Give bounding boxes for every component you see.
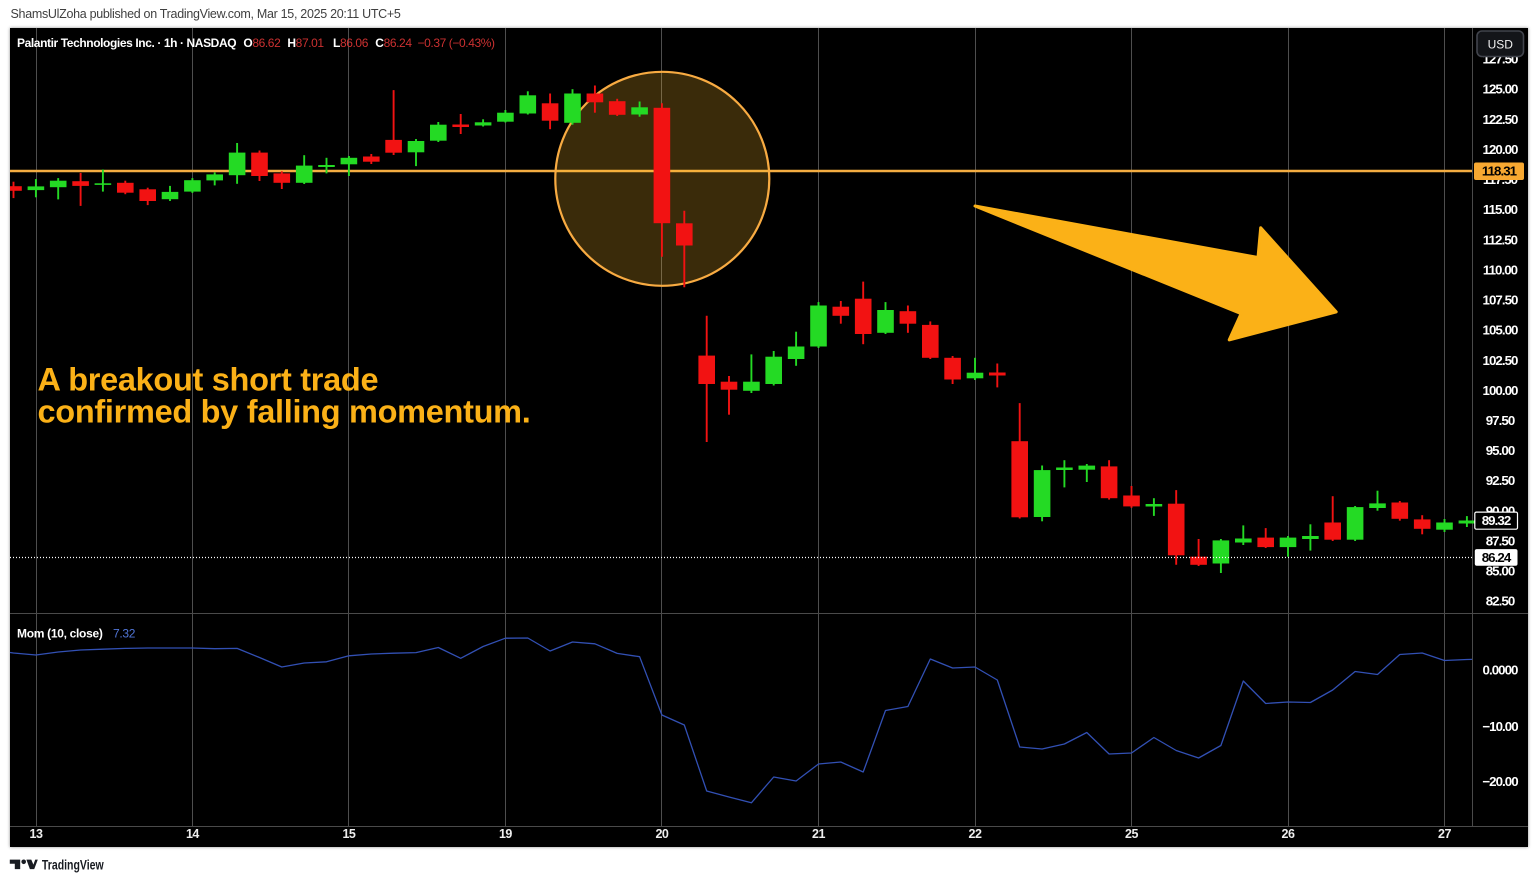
svg-text:19: 19 <box>499 827 512 841</box>
svg-text:87.50: 87.50 <box>1486 534 1515 549</box>
svg-text:13: 13 <box>30 827 43 841</box>
svg-text:120.00: 120.00 <box>1483 142 1519 157</box>
svg-text:confirmed by falling momentum.: confirmed by falling momentum. <box>38 394 531 430</box>
svg-text:27: 27 <box>1438 827 1451 841</box>
svg-text:15: 15 <box>342 827 355 841</box>
svg-text:89.32: 89.32 <box>1482 513 1511 528</box>
svg-text:−10.00: −10.00 <box>1482 719 1518 734</box>
svg-text:105.00: 105.00 <box>1483 323 1519 338</box>
svg-text:122.50: 122.50 <box>1483 112 1519 127</box>
svg-text:82.50: 82.50 <box>1486 594 1515 609</box>
svg-text:21: 21 <box>812 827 825 841</box>
svg-text:A breakout short trade: A breakout short trade <box>38 362 379 398</box>
svg-text:0.0000: 0.0000 <box>1483 663 1519 678</box>
svg-text:100.00: 100.00 <box>1483 383 1519 398</box>
svg-text:26: 26 <box>1282 827 1295 841</box>
svg-text:20: 20 <box>655 827 668 841</box>
svg-text:7.32: 7.32 <box>113 627 136 641</box>
svg-text:112.50: 112.50 <box>1483 232 1518 247</box>
svg-text:USD: USD <box>1488 38 1514 52</box>
svg-text:102.50: 102.50 <box>1483 353 1519 368</box>
svg-text:115.00: 115.00 <box>1483 202 1518 217</box>
svg-text:118.31: 118.31 <box>1482 164 1518 179</box>
svg-text:110.00: 110.00 <box>1483 262 1518 277</box>
svg-text:H87.01: H87.01 <box>287 36 324 50</box>
svg-text:Palantir Technologies Inc. · 1: Palantir Technologies Inc. · 1h · NASDAQ <box>17 36 236 50</box>
svg-text:22: 22 <box>969 827 982 841</box>
svg-text:14: 14 <box>186 827 199 841</box>
svg-text:25: 25 <box>1125 827 1138 841</box>
svg-text:−20.00: −20.00 <box>1482 774 1518 789</box>
svg-text:L86.06: L86.06 <box>333 36 369 50</box>
svg-text:86.24: 86.24 <box>1482 550 1512 565</box>
svg-text:107.50: 107.50 <box>1483 293 1519 308</box>
svg-text:85.00: 85.00 <box>1486 564 1515 579</box>
svg-text:97.50: 97.50 <box>1486 413 1515 428</box>
svg-text:−0.37 (−0.43%): −0.37 (−0.43%) <box>418 36 496 50</box>
svg-text:125.00: 125.00 <box>1483 82 1519 97</box>
svg-text:C86.24: C86.24 <box>375 36 412 50</box>
svg-text:95.00: 95.00 <box>1486 443 1515 458</box>
svg-text:TradingView: TradingView <box>42 857 104 873</box>
svg-text:O86.62: O86.62 <box>243 36 281 50</box>
svg-text:92.50: 92.50 <box>1486 473 1515 488</box>
svg-text:Mom (10, close): Mom (10, close) <box>17 627 103 641</box>
